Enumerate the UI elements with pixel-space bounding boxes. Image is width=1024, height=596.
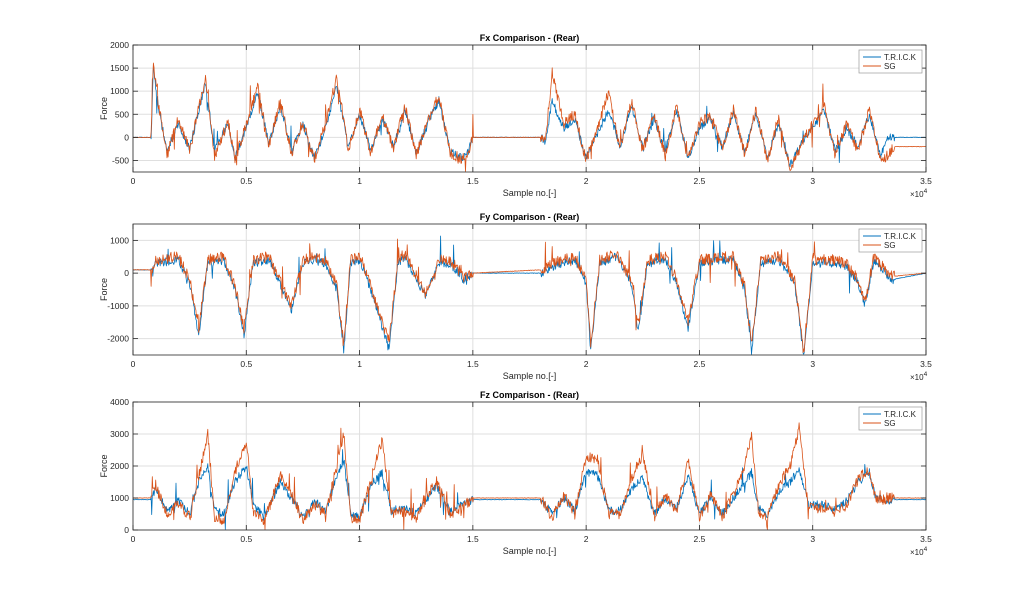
x-tick-label: 2 bbox=[584, 176, 589, 186]
legend-label-sg: SG bbox=[884, 419, 896, 428]
x-tick-label: 1.5 bbox=[467, 534, 479, 544]
x-tick-label: 2 bbox=[584, 359, 589, 369]
x-tick-label: 2.5 bbox=[694, 534, 706, 544]
x-tick-label: 0.5 bbox=[240, 176, 252, 186]
axes-box bbox=[132, 223, 927, 356]
plot-area bbox=[133, 224, 926, 355]
y-axis-label: Force bbox=[99, 278, 109, 301]
x-tick-label: 1.5 bbox=[467, 176, 479, 186]
y-axis-label: Force bbox=[99, 97, 109, 120]
legend-box bbox=[858, 49, 923, 74]
y-tick-label: 1500 bbox=[110, 63, 129, 73]
legend: T.R.I.C.KSG bbox=[858, 406, 923, 431]
series-line-sg bbox=[133, 238, 926, 354]
chart-panel-2: 0 0.5 1 1.5 2 2.5 3 3.5 -2000 -1000 0 1000 Fy Compar… bbox=[99, 212, 932, 382]
x-tick-label: 1.5 bbox=[467, 359, 479, 369]
legend-label-trick: T.R.I.C.K bbox=[884, 53, 917, 62]
x-tick-label: 3.5 bbox=[920, 534, 932, 544]
y-tick-label: 500 bbox=[115, 109, 129, 119]
y-tick-label: 3000 bbox=[110, 429, 129, 439]
x-tick-label: 0 bbox=[131, 534, 136, 544]
plot-area bbox=[133, 45, 926, 172]
x-tick-label: 2 bbox=[584, 534, 589, 544]
x-tick-label: 0.5 bbox=[240, 534, 252, 544]
chart-title: Fz Comparison - (Rear) bbox=[480, 390, 579, 400]
y-axis-label: Force bbox=[99, 454, 109, 477]
series-line-trick bbox=[133, 449, 926, 530]
x-tick-label: 1 bbox=[357, 534, 362, 544]
y-tick-label: 1000 bbox=[110, 235, 129, 245]
x-multiplier-label: ×104 bbox=[910, 546, 928, 557]
x-tick-label: 1 bbox=[357, 359, 362, 369]
x-tick-label: 2.5 bbox=[694, 176, 706, 186]
y-tick-label: -500 bbox=[112, 155, 129, 165]
y-tick-label: 1000 bbox=[110, 493, 129, 503]
y-tick-label: 4000 bbox=[110, 397, 129, 407]
x-tick-label: 0 bbox=[131, 176, 136, 186]
chart-title: Fy Comparison - (Rear) bbox=[480, 212, 580, 222]
y-tick-label: 1000 bbox=[110, 86, 129, 96]
x-axis-label: Sample no.[-] bbox=[503, 188, 557, 198]
legend-label-trick: T.R.I.C.K bbox=[884, 410, 917, 419]
chart-panel-1: 0 0.5 1 1.5 2 2.5 3 3.5 -500 0 500 1000 1500 2000 Fx C… bbox=[99, 33, 932, 199]
x-tick-label: 3 bbox=[810, 176, 815, 186]
x-tick-label: 2.5 bbox=[694, 359, 706, 369]
axes-box bbox=[132, 44, 927, 173]
y-tick-label: 0 bbox=[124, 268, 129, 278]
chart-panel-3: 0 0.5 1 1.5 2 2.5 3 3.5 0 1000 2000 3000 4000 Fz Comp… bbox=[99, 390, 932, 557]
y-tick-label: -2000 bbox=[107, 334, 129, 344]
y-tick-label: 0 bbox=[124, 525, 129, 535]
x-axis-label: Sample no.[-] bbox=[503, 546, 557, 556]
y-tick-label: 2000 bbox=[110, 461, 129, 471]
x-tick-label: 0 bbox=[131, 359, 136, 369]
legend: T.R.I.C.KSG bbox=[858, 228, 923, 253]
x-tick-label: 3 bbox=[810, 359, 815, 369]
y-tick-label: 2000 bbox=[110, 40, 129, 50]
series-line-sg bbox=[133, 422, 926, 530]
x-axis-label: Sample no.[-] bbox=[503, 371, 557, 381]
x-tick-label: 1 bbox=[357, 176, 362, 186]
x-tick-label: 3 bbox=[810, 534, 815, 544]
x-tick-label: 0.5 bbox=[240, 359, 252, 369]
legend-label-sg: SG bbox=[884, 62, 896, 71]
legend: T.R.I.C.KSG bbox=[858, 49, 923, 74]
x-tick-label: 3.5 bbox=[920, 176, 932, 186]
chart-title: Fx Comparison - (Rear) bbox=[480, 33, 580, 43]
y-tick-label: -1000 bbox=[107, 301, 129, 311]
x-tick-label: 3.5 bbox=[920, 359, 932, 369]
x-multiplier-label: ×104 bbox=[910, 371, 928, 382]
y-tick-label: 0 bbox=[124, 132, 129, 142]
x-multiplier-label: ×104 bbox=[910, 188, 928, 199]
legend-box bbox=[858, 228, 923, 253]
legend-label-sg: SG bbox=[884, 241, 896, 250]
legend-label-trick: T.R.I.C.K bbox=[884, 232, 917, 241]
legend-box bbox=[858, 406, 923, 431]
series-line-sg bbox=[133, 62, 926, 172]
